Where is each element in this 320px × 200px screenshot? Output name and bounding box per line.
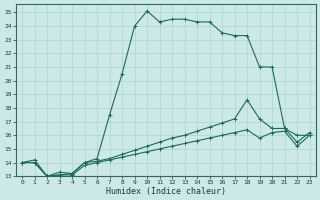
X-axis label: Humidex (Indice chaleur): Humidex (Indice chaleur) [106,187,226,196]
